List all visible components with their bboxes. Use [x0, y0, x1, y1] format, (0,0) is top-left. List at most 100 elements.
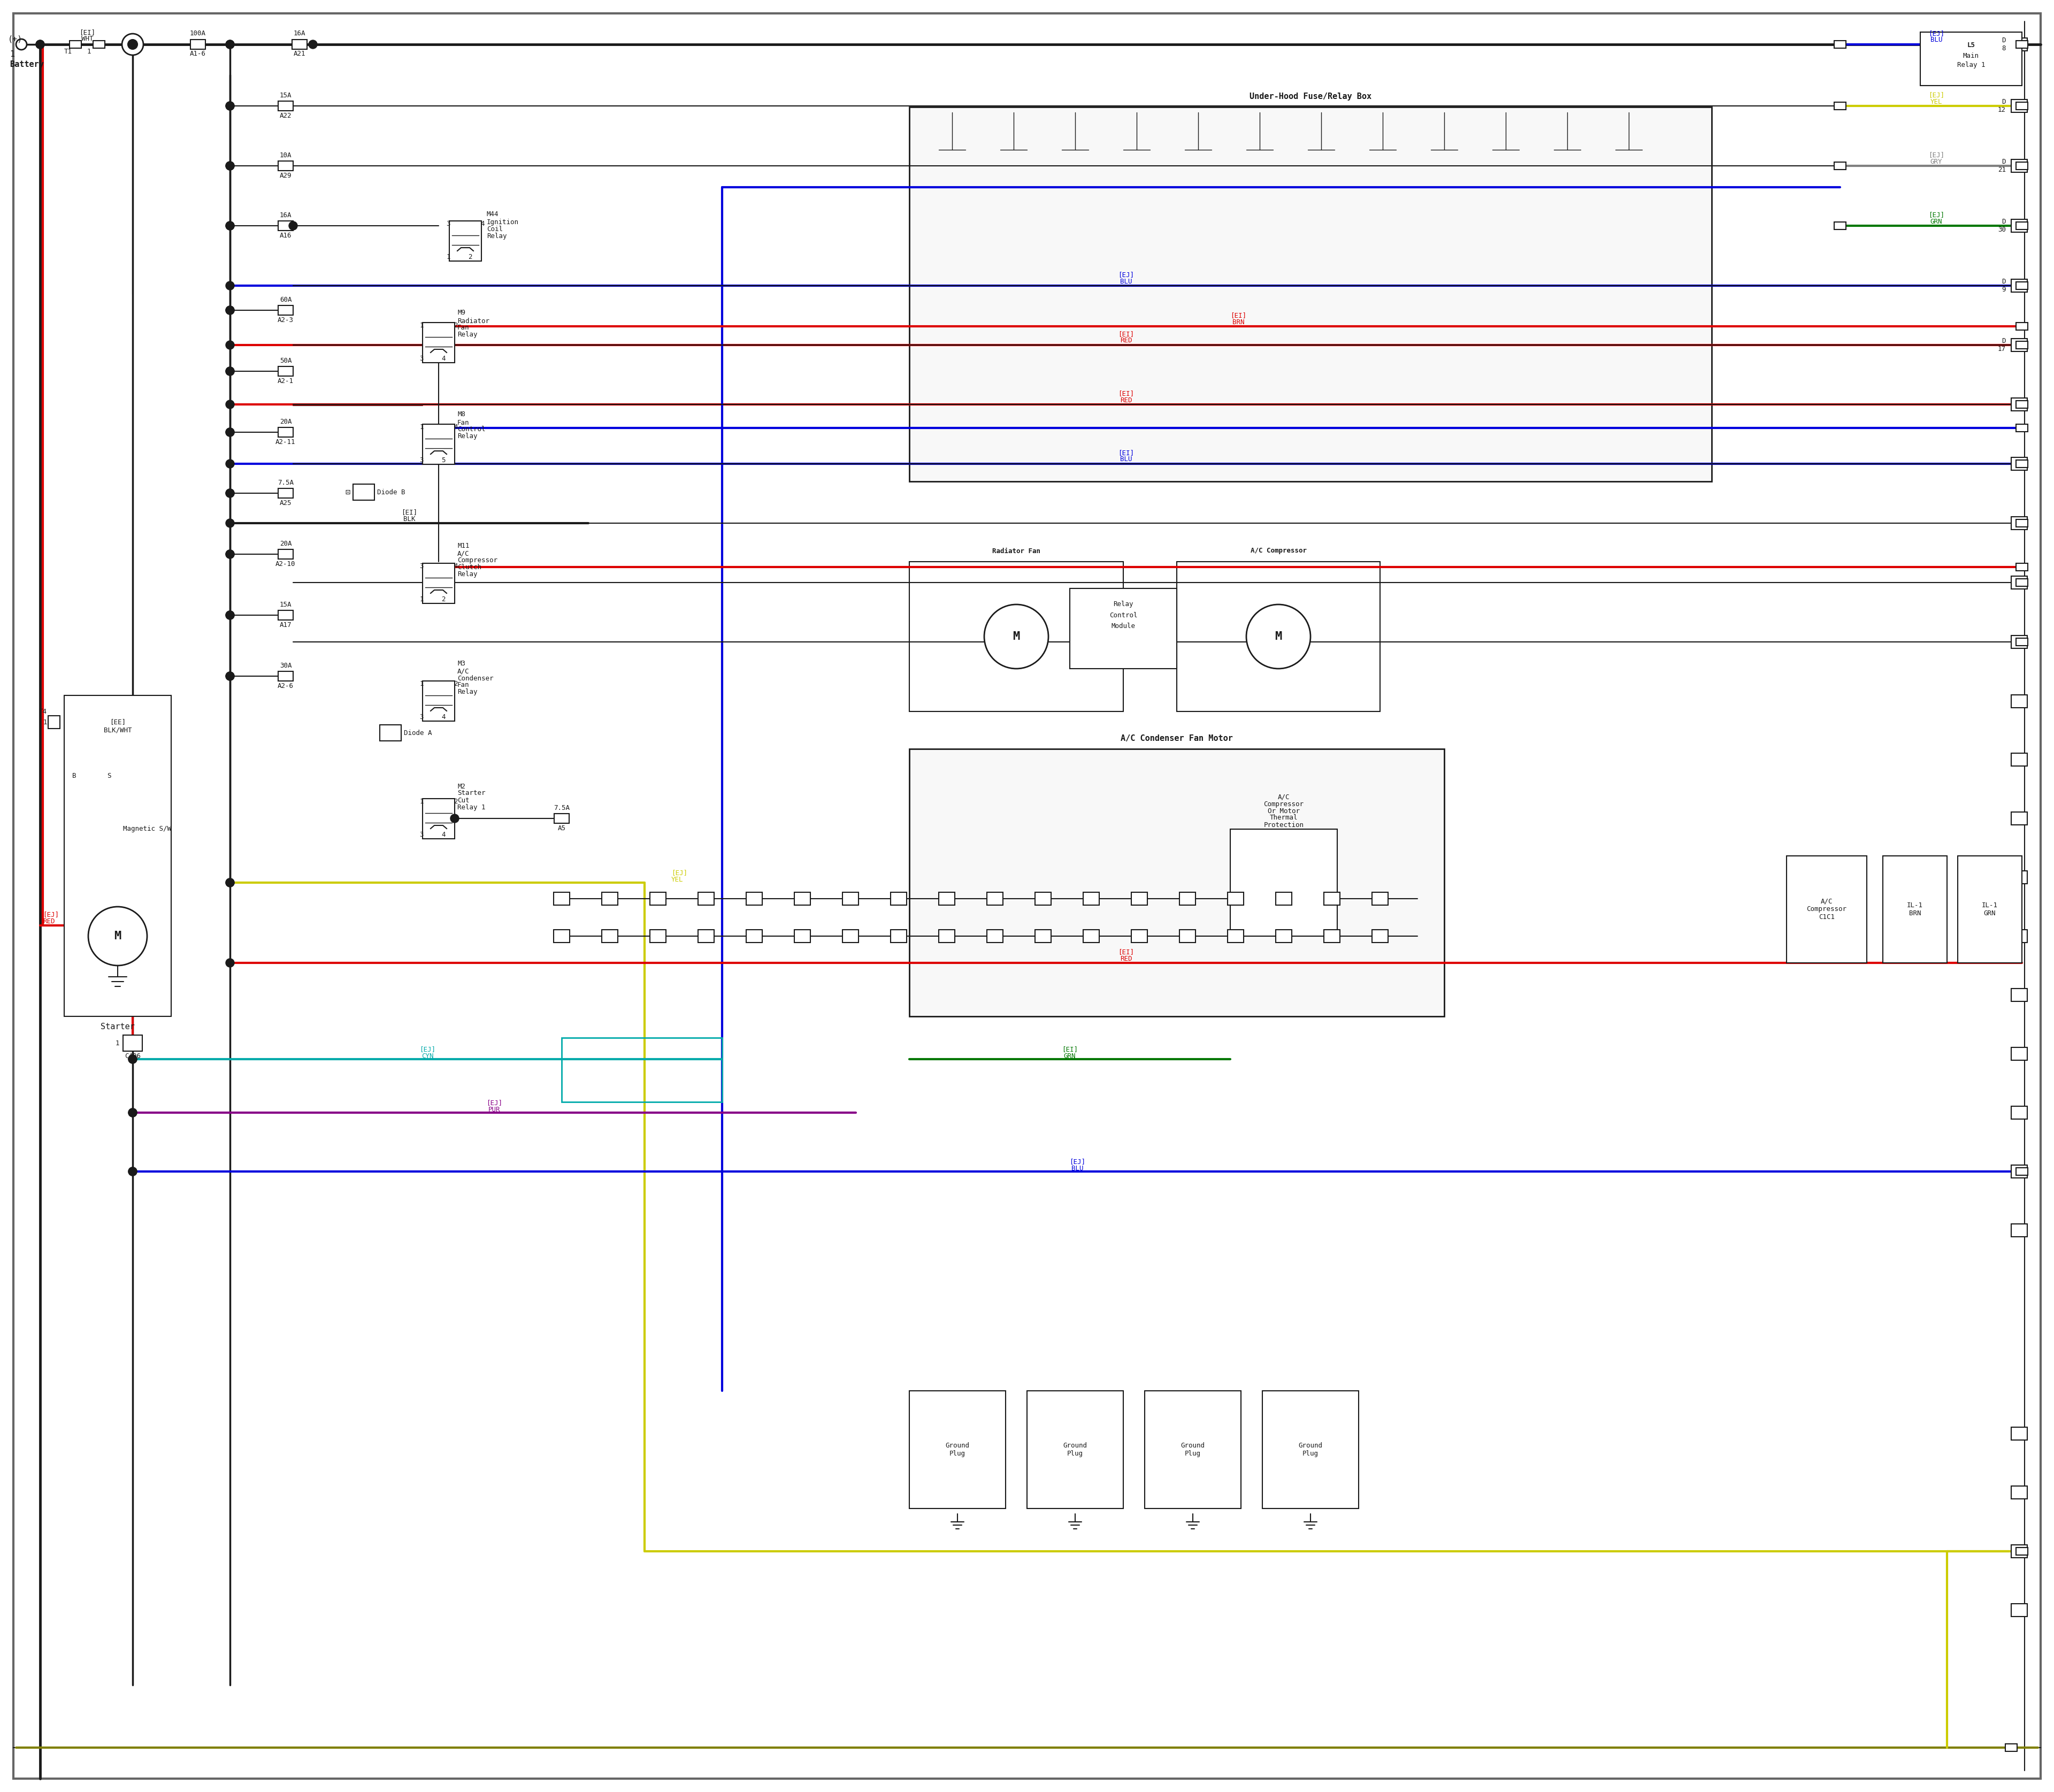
Bar	[1082, 892, 1099, 905]
Bar	[277, 428, 294, 437]
Text: Control: Control	[458, 426, 485, 434]
Bar	[277, 100, 294, 111]
Text: 20A: 20A	[279, 539, 292, 547]
Text: [EJ]: [EJ]	[672, 869, 688, 876]
Text: Fan: Fan	[458, 419, 470, 426]
Text: BLK/WHT: BLK/WHT	[103, 728, 131, 733]
Circle shape	[127, 1109, 138, 1116]
Circle shape	[226, 161, 234, 170]
Text: Compressor: Compressor	[458, 557, 497, 564]
Circle shape	[1247, 604, 1310, 668]
Bar	[2011, 1426, 2027, 1441]
Bar	[2011, 1604, 2027, 1616]
Text: [EI]: [EI]	[1117, 332, 1134, 339]
Text: [EI]: [EI]	[1117, 391, 1134, 398]
Text: A/C
Compressor
C1C1: A/C Compressor C1C1	[1808, 898, 1847, 921]
Text: Coil: Coil	[487, 226, 503, 233]
Text: M: M	[1013, 631, 1021, 642]
Text: Compressor: Compressor	[1263, 801, 1304, 808]
Text: RED: RED	[1119, 337, 1132, 344]
Text: Ground
Plug: Ground Plug	[1181, 1443, 1206, 1457]
Text: 10A: 10A	[279, 152, 292, 159]
Bar	[2011, 457, 2027, 470]
Text: [EI]: [EI]	[1117, 948, 1134, 955]
Text: RED: RED	[1119, 396, 1132, 403]
Bar	[602, 892, 618, 905]
Text: 1: 1	[115, 1039, 119, 1047]
Bar	[2017, 425, 2027, 432]
Text: Under-Hood Fuse/Relay Box: Under-Hood Fuse/Relay Box	[1249, 91, 1372, 100]
Text: YEL: YEL	[672, 876, 684, 883]
Bar	[2011, 1165, 2027, 1177]
Bar	[292, 39, 306, 48]
Text: A2-11: A2-11	[275, 439, 296, 446]
Text: GRN: GRN	[1931, 219, 1943, 226]
Text: 1: 1	[419, 595, 423, 602]
Text: 1: 1	[419, 423, 423, 430]
Bar	[891, 930, 906, 943]
Text: [EJ]: [EJ]	[43, 912, 60, 918]
Bar	[1834, 161, 1847, 170]
Text: A/C Compressor: A/C Compressor	[1251, 548, 1306, 554]
Bar	[2017, 1548, 2027, 1555]
Bar	[423, 681, 454, 720]
Bar	[1132, 892, 1148, 905]
Bar	[795, 930, 811, 943]
Text: BLU: BLU	[1931, 36, 1943, 43]
Circle shape	[450, 814, 458, 823]
Text: Diode B: Diode B	[378, 489, 405, 496]
Text: D
17: D 17	[1999, 337, 2007, 353]
Text: A16: A16	[279, 231, 292, 238]
Text: Clutch: Clutch	[458, 564, 481, 572]
Circle shape	[127, 1167, 138, 1176]
Bar	[1834, 102, 1847, 109]
Bar	[1035, 930, 1052, 943]
Text: Main: Main	[1964, 52, 1980, 59]
Text: M3: M3	[458, 659, 466, 667]
Bar	[555, 814, 569, 823]
Text: [EI]: [EI]	[1230, 312, 1247, 319]
Circle shape	[226, 672, 234, 681]
Text: A21: A21	[294, 50, 306, 57]
Circle shape	[127, 1167, 138, 1176]
Bar	[2011, 989, 2027, 1002]
Text: RED: RED	[1119, 955, 1132, 962]
Circle shape	[308, 39, 316, 48]
Text: CYN: CYN	[421, 1052, 433, 1059]
Text: 1: 1	[43, 719, 47, 726]
Text: BLU: BLU	[1072, 1165, 1082, 1172]
Bar	[698, 892, 715, 905]
Text: PUR: PUR	[489, 1106, 501, 1113]
Text: Relay: Relay	[458, 434, 477, 441]
Text: C406: C406	[125, 1054, 140, 1059]
Bar	[1177, 561, 1380, 711]
Text: A2-10: A2-10	[275, 561, 296, 568]
Bar	[2017, 1548, 2027, 1555]
Text: BLU: BLU	[1119, 278, 1132, 285]
Bar	[2017, 520, 2027, 527]
Text: 1: 1	[86, 48, 90, 56]
Text: 7.5A: 7.5A	[277, 478, 294, 486]
Text: 4: 4	[442, 355, 446, 362]
Text: BLU: BLU	[1119, 455, 1132, 462]
Bar	[2017, 281, 2027, 289]
Bar	[842, 930, 859, 943]
Text: Magnetic S/W: Magnetic S/W	[123, 826, 170, 833]
Circle shape	[226, 39, 234, 48]
Bar	[2017, 41, 2027, 48]
Bar	[277, 672, 294, 681]
Bar	[1144, 1391, 1241, 1509]
Bar	[602, 930, 618, 943]
Circle shape	[226, 878, 234, 887]
Circle shape	[226, 878, 234, 887]
Bar	[277, 305, 294, 315]
Text: [EJ]: [EJ]	[487, 1100, 503, 1106]
Text: A1-6: A1-6	[189, 50, 205, 57]
Bar	[1884, 857, 1947, 962]
Bar	[2011, 1047, 2027, 1061]
Text: [EJ]: [EJ]	[1929, 30, 1945, 38]
Text: 3: 3	[419, 563, 423, 570]
Bar	[1325, 930, 1339, 943]
Text: Relay: Relay	[458, 688, 477, 695]
Circle shape	[127, 1055, 138, 1063]
